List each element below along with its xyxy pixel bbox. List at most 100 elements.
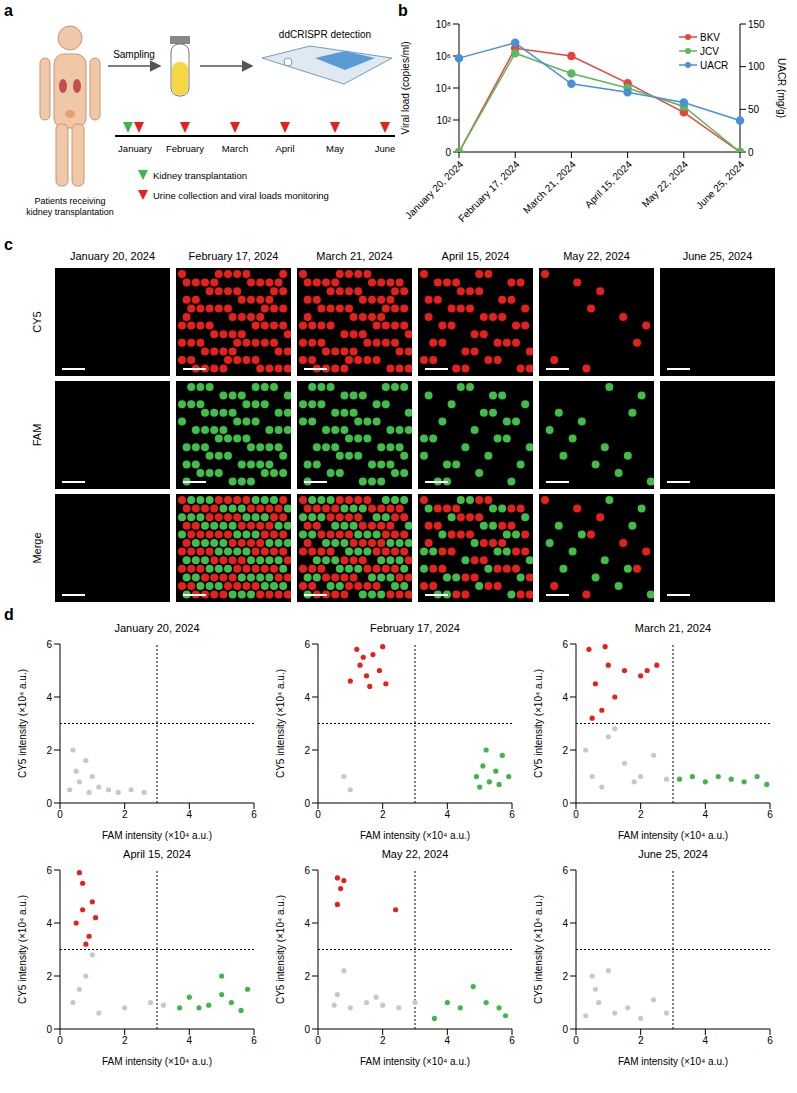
svg-text:2: 2 <box>380 809 386 820</box>
svg-text:CY5 intensity (×10⁴ a.u.): CY5 intensity (×10⁴ a.u.) <box>17 669 28 778</box>
html-text:UACR: UACR <box>700 59 729 71</box>
svg-text:150: 150 <box>748 19 765 30</box>
svg-text:6: 6 <box>509 1035 515 1046</box>
svg-text:CY5 intensity (×10⁴ a.u.): CY5 intensity (×10⁴ a.u.) <box>275 669 286 778</box>
svg-text:4: 4 <box>703 1035 709 1046</box>
svg-text:April: April <box>275 143 294 154</box>
svg-text:CY5 intensity (×10⁴ a.u.): CY5 intensity (×10⁴ a.u.) <box>275 895 286 1004</box>
svg-text:May: May <box>326 143 344 154</box>
html-text:JCV: JCV <box>700 45 719 57</box>
svg-text:4: 4 <box>46 692 52 703</box>
svg-text:6: 6 <box>251 1035 257 1046</box>
svg-text:6: 6 <box>767 1035 773 1046</box>
html-text:March 21, 2024: March 21, 2024 <box>316 250 393 262</box>
svg-text:6: 6 <box>304 639 310 650</box>
svg-text:4: 4 <box>562 692 568 703</box>
svg-text:FAM intensity (×10⁴ a.u.): FAM intensity (×10⁴ a.u.) <box>360 830 470 841</box>
svg-text:10⁴: 10⁴ <box>436 83 451 94</box>
svg-text:4: 4 <box>703 809 709 820</box>
svg-text:FAM intensity (×10⁴ a.u.): FAM intensity (×10⁴ a.u.) <box>618 830 728 841</box>
svg-text:March: March <box>222 143 248 154</box>
svg-text:Viral load (copies/ml): Viral load (copies/ml) <box>400 41 411 134</box>
svg-text:0: 0 <box>315 809 321 820</box>
html-text:May 22, 2024: May 22, 2024 <box>563 250 630 262</box>
svg-text:4: 4 <box>187 1035 193 1046</box>
svg-text:Sampling: Sampling <box>113 49 155 60</box>
svg-text:10⁸: 10⁸ <box>436 19 451 30</box>
svg-text:4: 4 <box>304 918 310 929</box>
svg-text:2: 2 <box>562 971 568 982</box>
svg-text:50: 50 <box>748 104 760 115</box>
svg-text:June: June <box>375 143 395 154</box>
svg-text:0: 0 <box>315 1035 321 1046</box>
svg-text:2: 2 <box>46 971 52 982</box>
svg-text:0: 0 <box>57 809 63 820</box>
svg-text:2: 2 <box>304 745 310 756</box>
svg-text:4: 4 <box>304 692 310 703</box>
svg-text:6: 6 <box>251 809 257 820</box>
svg-text:FAM intensity (×10⁴ a.u.): FAM intensity (×10⁴ a.u.) <box>102 830 212 841</box>
svg-text:January: January <box>118 143 152 154</box>
svg-text:2: 2 <box>380 1035 386 1046</box>
svg-text:0: 0 <box>445 147 451 158</box>
svg-text:0: 0 <box>57 1035 63 1046</box>
svg-text:4: 4 <box>46 918 52 929</box>
svg-text:UACR (mg/g): UACR (mg/g) <box>776 58 787 118</box>
html-text:CY5: CY5 <box>31 311 43 333</box>
svg-text:4: 4 <box>445 1035 451 1046</box>
svg-text:February: February <box>166 143 204 154</box>
html-text:BKV: BKV <box>700 31 720 43</box>
svg-text:April 15, 2024: April 15, 2024 <box>583 158 635 210</box>
svg-text:0: 0 <box>748 147 754 158</box>
html-text:FAM: FAM <box>31 423 43 447</box>
svg-text:FAM intensity (×10⁴ a.u.): FAM intensity (×10⁴ a.u.) <box>360 1056 470 1067</box>
svg-text:0: 0 <box>562 1024 568 1035</box>
svg-text:0: 0 <box>304 798 310 809</box>
svg-text:CY5 intensity (×10⁴ a.u.): CY5 intensity (×10⁴ a.u.) <box>533 669 544 778</box>
svg-text:CY5 intensity (×10⁴ a.u.): CY5 intensity (×10⁴ a.u.) <box>17 895 28 1004</box>
svg-text:2: 2 <box>638 809 644 820</box>
svg-text:0: 0 <box>46 798 52 809</box>
svg-text:FAM intensity (×10⁴ a.u.): FAM intensity (×10⁴ a.u.) <box>618 1056 728 1067</box>
svg-text:February 17, 2024: February 17, 2024 <box>456 158 522 224</box>
svg-text:kidney transplantation: kidney transplantation <box>26 207 114 217</box>
svg-text:Urine collection and viral loa: Urine collection and viral loads monitor… <box>153 190 329 201</box>
svg-text:June 25, 2024: June 25, 2024 <box>694 158 747 211</box>
svg-text:6: 6 <box>46 865 52 876</box>
svg-text:0: 0 <box>46 1024 52 1035</box>
svg-text:2: 2 <box>638 1035 644 1046</box>
svg-text:Kidney transplantation: Kidney transplantation <box>153 170 247 181</box>
svg-text:6: 6 <box>562 639 568 650</box>
svg-text:6: 6 <box>562 865 568 876</box>
svg-text:Patients receiving: Patients receiving <box>34 196 105 206</box>
svg-text:2: 2 <box>46 745 52 756</box>
svg-text:ddCRISPR detection: ddCRISPR detection <box>279 29 371 40</box>
svg-text:May 22, 2024: May 22, 2024 <box>640 158 691 209</box>
svg-text:2: 2 <box>122 1035 128 1046</box>
svg-text:0: 0 <box>562 798 568 809</box>
svg-text:FAM intensity (×10⁴ a.u.): FAM intensity (×10⁴ a.u.) <box>102 1056 212 1067</box>
svg-text:March 21, 2024: March 21, 2024 <box>521 158 578 215</box>
svg-text:0: 0 <box>573 809 579 820</box>
svg-text:2: 2 <box>562 745 568 756</box>
svg-text:100: 100 <box>748 61 765 72</box>
svg-text:2: 2 <box>304 971 310 982</box>
svg-text:January 20, 2024: January 20, 2024 <box>403 158 466 221</box>
svg-text:0: 0 <box>573 1035 579 1046</box>
svg-text:0: 0 <box>304 1024 310 1035</box>
svg-text:6: 6 <box>509 809 515 820</box>
html-text:January 20, 2024: January 20, 2024 <box>70 250 155 262</box>
svg-text:2: 2 <box>122 809 128 820</box>
svg-text:6: 6 <box>46 639 52 650</box>
svg-text:6: 6 <box>304 865 310 876</box>
svg-text:10²: 10² <box>437 115 452 126</box>
html-text:June 25, 2024: June 25, 2024 <box>682 250 753 262</box>
html-text:April 15, 2024: April 15, 2024 <box>441 250 510 262</box>
svg-text:10⁶: 10⁶ <box>436 51 451 62</box>
svg-text:CY5 intensity (×10⁴ a.u.): CY5 intensity (×10⁴ a.u.) <box>533 895 544 1004</box>
svg-text:4: 4 <box>445 809 451 820</box>
svg-text:4: 4 <box>187 809 193 820</box>
svg-text:4: 4 <box>562 918 568 929</box>
svg-text:6: 6 <box>767 809 773 820</box>
html-text:February 17, 2024: February 17, 2024 <box>188 250 279 262</box>
